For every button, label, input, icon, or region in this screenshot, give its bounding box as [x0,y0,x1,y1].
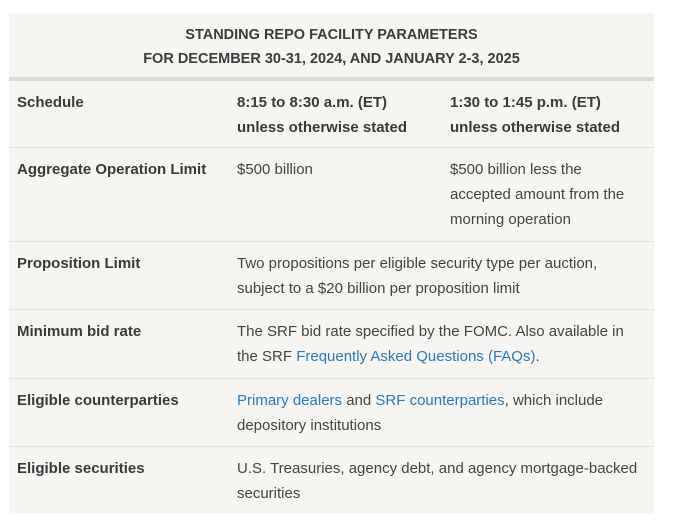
row-eligible-securities: Eligible securities U.S. Treasuries, age… [9,447,654,514]
faq-link[interactable]: Frequently Asked Questions (FAQs) [296,348,536,365]
min-bid-value: The SRF bid rate specified by the FOMC. … [222,310,654,378]
counterparties-label: Eligible counterparties [17,392,179,409]
aggregate-afternoon: $500 billion less the accepted amount fr… [436,148,654,241]
aggregate-afternoon-line: accepted amount from the [450,186,625,203]
securities-line: securities [237,485,301,502]
schedule-label: Schedule [17,94,84,111]
proposition-value: Two propositions per eligible security t… [222,242,654,309]
min-bid-label: Minimum bid rate [17,323,142,340]
aggregate-label: Aggregate Operation Limit [17,161,207,178]
min-bid-line: The SRF bid rate specified by the FOMC. … [237,323,624,340]
row-minimum-bid-rate: Minimum bid rate The SRF bid rate specif… [9,310,654,379]
schedule-afternoon-time: 1:30 to 1:45 p.m. (ET) [450,94,601,111]
aggregate-afternoon-line: morning operation [450,211,571,228]
schedule-morning-time: 8:15 to 8:30 a.m. (ET) [237,94,388,111]
schedule-morning: 8:15 to 8:30 a.m. (ET) unless otherwise … [222,81,436,147]
counterparties-value: Primary dealers and SRF counterparties, … [222,379,654,446]
proposition-line: Two propositions per eligible security t… [237,255,598,272]
counterparties-suffix: , which include [504,392,604,409]
min-bid-line: the SRF Frequently Asked Questions (FAQs… [237,344,654,369]
min-bid-prefix: the SRF [237,348,297,365]
title-line-1: STANDING REPO FACILITY PARAMETERS [185,27,478,43]
proposition-line: subject to a $20 billion per proposition… [237,280,520,297]
proposition-label: Proposition Limit [17,255,141,272]
srf-counterparties-link[interactable]: SRF counterparties [375,392,505,409]
primary-dealers-link[interactable]: Primary dealers [237,392,343,409]
aggregate-morning: $500 billion [237,161,313,178]
row-schedule: Schedule 8:15 to 8:30 a.m. (ET) unless o… [9,81,654,148]
min-bid-suffix: . [535,348,540,365]
schedule-afternoon-note: unless otherwise stated [450,119,621,136]
securities-line: U.S. Treasuries, agency debt, and agency… [237,460,638,477]
row-eligible-counterparties: Eligible counterparties Primary dealers … [9,379,654,447]
row-aggregate-limit: Aggregate Operation Limit $500 billion $… [9,148,654,242]
counterparties-line: Primary dealers and SRF counterparties, … [237,388,654,413]
securities-value: U.S. Treasuries, agency debt, and agency… [222,447,654,514]
title-line-2: FOR DECEMBER 30-31, 2024, AND JANUARY 2-… [143,51,520,67]
counterparties-and: and [342,392,376,409]
table-title: STANDING REPO FACILITY PARAMETERS FOR DE… [9,13,654,81]
srf-parameters-table: STANDING REPO FACILITY PARAMETERS FOR DE… [9,13,654,514]
aggregate-afternoon-line: $500 billion less the [450,161,582,178]
row-proposition-limit: Proposition Limit Two propositions per e… [9,242,654,310]
schedule-morning-note: unless otherwise stated [237,119,408,136]
securities-label: Eligible securities [17,460,145,477]
counterparties-line: depository institutions [237,417,382,434]
schedule-afternoon: 1:30 to 1:45 p.m. (ET) unless otherwise … [436,81,654,147]
